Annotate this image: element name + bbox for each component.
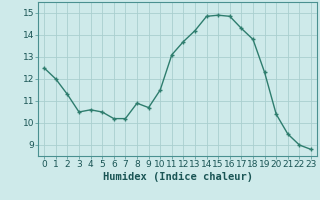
X-axis label: Humidex (Indice chaleur): Humidex (Indice chaleur) [103, 172, 252, 182]
